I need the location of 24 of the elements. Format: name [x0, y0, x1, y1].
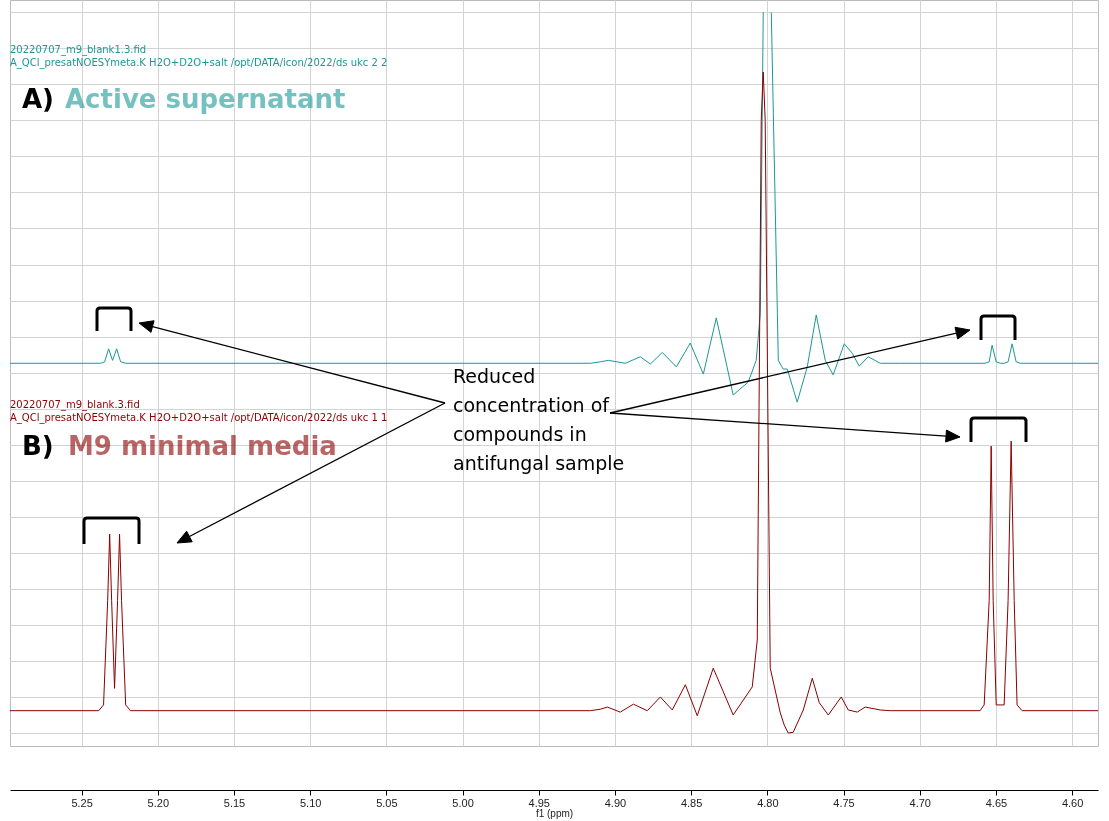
annotation: Reduced concentration of compounds in antifungal sample — [453, 364, 626, 476]
x-tick-label: 5.05 — [376, 796, 398, 809]
x-tick-label: 4.90 — [604, 796, 627, 809]
x-tick-label: 4.70 — [909, 796, 931, 809]
annotation: A_QCl_presatNOESYmeta.K H2O+D2O+salt /opt/DATA/icon/2022/ds ukc 2 2 — [10, 57, 388, 69]
x-tick-label: 4.85 — [680, 796, 703, 809]
x-tick-label: 4.65 — [985, 796, 1008, 809]
x-tick-label: 4.60 — [1061, 796, 1084, 809]
text: Active supernatant — [65, 84, 346, 115]
x-tick-label: 5.20 — [147, 796, 170, 809]
x-tick-label: 4.75 — [833, 796, 855, 809]
annotation: A_QCl_presatNOESYmeta.K H2O+D2O+salt /opt/DATA/icon/2022/ds ukc 1 1 — [10, 412, 388, 424]
annotation: A) — [22, 84, 55, 115]
text: M9 minimal media — [68, 431, 337, 462]
x-tick-label: 4.95 — [528, 796, 550, 809]
x-axis-title: f1 (ppm) — [535, 807, 574, 819]
x-tick-label: 4.80 — [757, 796, 779, 809]
x-tick-label: 5.25 — [71, 796, 93, 809]
x-tick-label: 5.15 — [223, 796, 246, 809]
x-tick-label: 5.10 — [299, 796, 322, 809]
annotation: 20220707_m9_blank.3.fid — [10, 399, 140, 411]
annotation: B) — [22, 431, 54, 462]
x-tick-label: 5.00 — [452, 796, 474, 809]
annotation: 20220707_m9_blank1.3.fid — [10, 44, 147, 56]
